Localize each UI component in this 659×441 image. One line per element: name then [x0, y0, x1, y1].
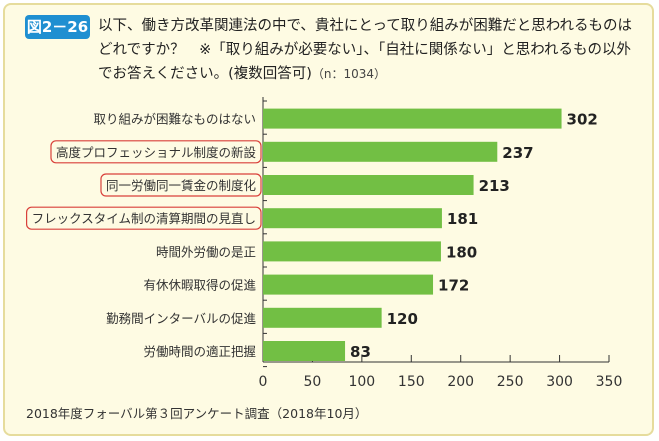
- title-line-1: 以下、働き方改革関連法の中で、貴社にとって取り組みが困難だと思われるものは: [98, 18, 633, 34]
- title-line-3: でお答えください。(複数回答可): [98, 66, 312, 82]
- category-label: 同一労働同一賃金の制度化: [106, 178, 257, 193]
- bar: [263, 341, 346, 361]
- category-label: 取り組みが困難なものはない: [93, 112, 256, 127]
- x-tick-label: 200: [447, 374, 474, 390]
- title-line-2: どれですか？ ※「取り組みが必要ない」、「自社に関係ない」と思われるもの以外: [98, 42, 631, 58]
- bar: [263, 108, 562, 129]
- category-label: 時間外労働の是正: [156, 244, 256, 259]
- highlight-box: [100, 173, 262, 197]
- source-note: 2018年度フォーバル第３回アンケート調査（2018年10月）: [26, 406, 368, 421]
- data-label: 120: [387, 310, 418, 328]
- bar: [263, 307, 382, 328]
- category-label: 労働時間の適正把握: [143, 344, 256, 359]
- data-label: 181: [447, 210, 478, 228]
- category-label: フレックスタイム制の清算期間の見直し: [32, 211, 256, 226]
- x-tick-label: 350: [596, 374, 623, 390]
- bar: [263, 208, 442, 229]
- data-label: 302: [567, 111, 598, 129]
- highlight-box: [50, 140, 262, 164]
- category-label: 有休休暇取得の促進: [143, 278, 256, 293]
- x-tick-label: 300: [546, 374, 573, 390]
- bar: [263, 175, 474, 195]
- x-tick-label: 100: [348, 374, 375, 390]
- category-label: 勤務間インターバルの促進: [106, 311, 256, 326]
- x-tick-label: 50: [304, 374, 322, 390]
- category-label: 高度プロフェッショナル制度の新設: [56, 145, 257, 160]
- figure-label-badge: 図2－26: [25, 15, 90, 39]
- x-tick-label: 150: [398, 374, 425, 390]
- data-label: 83: [350, 343, 371, 361]
- bar: [263, 241, 441, 262]
- sample-size: （n：1034）: [311, 67, 387, 81]
- data-label: 172: [438, 277, 469, 295]
- bar: [263, 274, 434, 295]
- data-label: 237: [502, 144, 533, 162]
- data-label: 180: [446, 243, 477, 261]
- data-label: 213: [479, 177, 510, 195]
- highlight-box: [26, 206, 262, 230]
- bar: [263, 141, 498, 162]
- x-tick-label: 250: [497, 374, 524, 390]
- x-tick-label: 0: [259, 374, 268, 390]
